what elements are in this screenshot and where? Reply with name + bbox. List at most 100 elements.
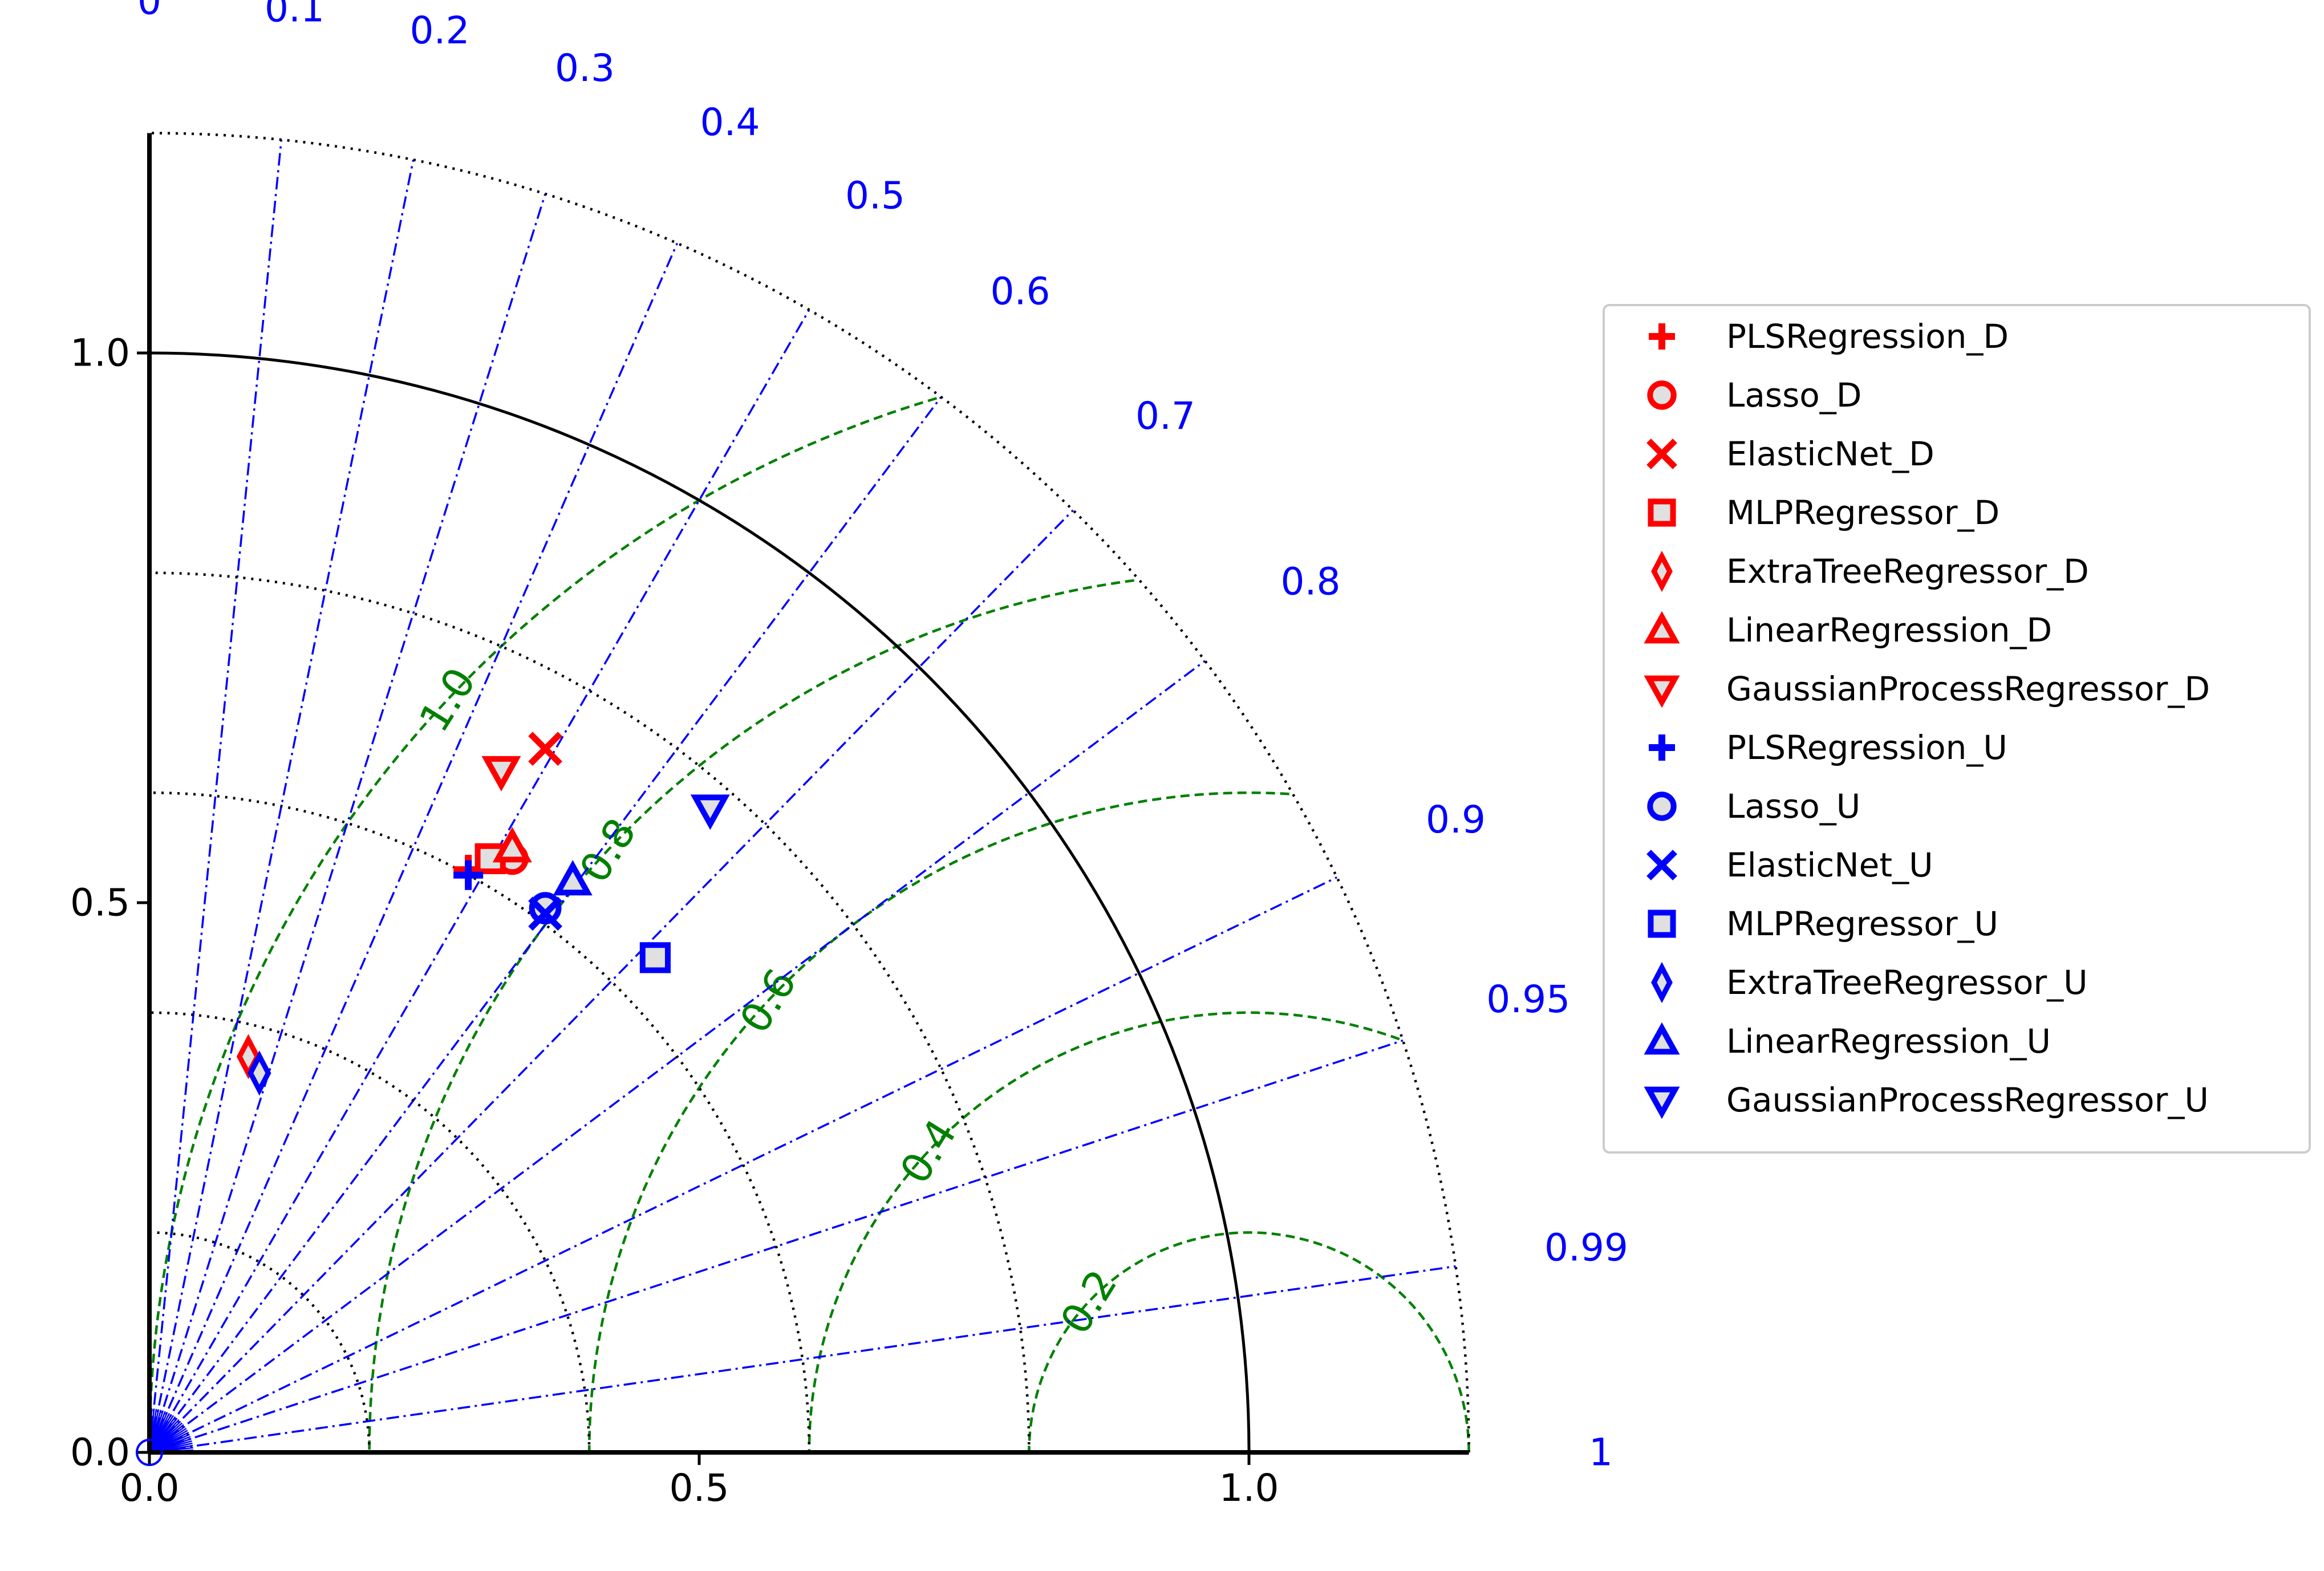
correlation-label: 0.2 [410,9,470,52]
legend-item: PLSRegression_D [1649,317,2009,356]
rms-contour-0.6 [587,791,1289,1452]
y-tick-label: 0.0 [70,1431,130,1475]
legend-item: GaussianProcessRegressor_U [1644,1081,2209,1119]
legend-label: ExtraTreeRegressor_D [1726,552,2089,591]
legend-label: Lasso_U [1726,787,1860,826]
legend-item: PLSRegression_U [1649,728,2007,767]
legend-label: LinearRegression_U [1726,1022,2051,1061]
legend-box [1603,304,2311,1154]
std-circle-dotted [149,1011,591,1453]
std-circle-dotted [149,791,811,1453]
legend-item: ElasticNet_U [1646,846,1933,884]
marker-shape [248,1050,271,1096]
correlation-label: 0.6 [990,270,1050,314]
legend-label: MLPRegressor_D [1726,493,1999,532]
marker-shape [1644,1086,1680,1119]
legend-label: ElasticNet_D [1726,435,1934,473]
correlation-label: 0.7 [1135,394,1195,438]
legend-item: Lasso_D [1647,376,1861,415]
point-ElasticNet_D [528,732,562,766]
rms-label: 0.4 [891,1111,966,1192]
point-PLSRegression_U [453,860,484,890]
std-circles [149,132,1470,1453]
point-GaussianProcessRegressor_U [690,794,730,830]
marker-shape [1649,323,1675,350]
correlation-ray [149,1039,1404,1454]
y-tick-label: 0.5 [70,881,130,925]
legend-label: ElasticNet_U [1726,846,1933,884]
legend-item: ElasticNet_D [1646,435,1934,473]
point-MLPRegressor_U [639,942,671,973]
marker-shape [1648,910,1676,938]
legend-label: LinearRegression_D [1726,611,2052,649]
marker-shape [528,732,562,766]
legend-label: ExtraTreeRegressor_U [1726,963,2088,1002]
rms-contours: 0.20.40.60.81.0 [148,397,1470,1453]
correlation-ray [148,309,810,1453]
origin-marker [136,1439,163,1466]
marker-shape [690,794,730,830]
correlation-label: 0.99 [1544,1225,1628,1269]
legend-item: MLPRegressor_D [1648,493,1999,532]
rms-contour-0.4 [808,1011,1400,1452]
std-circle-dotted [149,571,1031,1453]
correlation-ray [148,139,283,1453]
legend-item: LinearRegression_D [1644,611,2052,649]
legend-label: PLSRegression_D [1726,317,2009,356]
point-LinearRegression_D [492,827,532,863]
marker-shape [1649,734,1675,761]
correlation-label: 0.4 [700,100,760,144]
correlation-label: 0.9 [1426,798,1486,842]
data-points [236,732,730,1096]
x-tick-label: 1.0 [1219,1466,1279,1510]
point-ElasticNet_U [528,896,562,931]
marker-shape [1647,380,1677,410]
marker-shape [1644,611,1680,644]
marker-shape [1644,675,1680,708]
marker-shape [1646,439,1677,469]
x-tick-label: 0.0 [120,1466,180,1510]
reference-std-circle [149,351,1251,1453]
marker-shape [553,860,593,896]
legend-item: ExtraTreeRegressor_U [1651,961,2088,1004]
marker-shape [1651,961,1673,1004]
std-circle-dotted [149,132,1470,1453]
correlation-label: 0.3 [555,46,615,90]
marker-shape [1646,850,1677,880]
marker-shape [528,896,562,931]
marker-shape [1647,791,1677,821]
point-ExtraTreeRegressor_U [248,1050,271,1096]
marker-shape [1644,1022,1680,1055]
correlation-ray [149,1265,1456,1454]
correlation-ray [148,396,942,1454]
correlation-ray [148,509,1074,1454]
rms-contour-0.2 [1028,1231,1470,1452]
correlation-label: 0 [137,0,161,23]
legend-label: GaussianProcessRegressor_D [1726,669,2210,708]
rms-label: 0.2 [1051,1261,1126,1342]
rms-contour-0.8 [368,579,1134,1453]
correlation-label: 0.8 [1280,560,1340,604]
legend: PLSRegression_D Lasso_D ElasticNet_D MLPReg… [1603,304,2311,1154]
axes: 0.00.0 0.5 0.5 1.0 1.0 [70,133,1469,1510]
y-tick-label: 1.0 [70,331,130,375]
correlation-rays: 0 0.1 0.2 0.3 0.4 0.5 0.6 0.7 0.8 0.9 0.95 0.99 1 [137,0,1628,1475]
legend-item: LinearRegression_U [1644,1022,2051,1061]
correlation-label: 0.5 [845,174,905,218]
legend-label: Lasso_D [1726,376,1861,415]
legend-item: ExtraTreeRegressor_D [1651,550,2089,592]
correlation-label: 0.1 [265,0,325,30]
point-GaussianProcessRegressor_D [481,756,521,791]
legend-label: GaussianProcessRegressor_U [1726,1081,2209,1119]
std-circle-dotted [149,1231,371,1453]
point-Lasso_U [529,892,562,925]
legend-item: GaussianProcessRegressor_D [1644,669,2210,708]
marker-shape [639,942,671,973]
correlation-ray [148,660,1206,1454]
marker-shape [481,756,521,791]
point-LinearRegression_U [553,860,593,896]
correlation-ray [148,242,679,1453]
legend-item: MLPRegressor_U [1648,904,1998,943]
correlation-label: 0.95 [1486,977,1570,1021]
